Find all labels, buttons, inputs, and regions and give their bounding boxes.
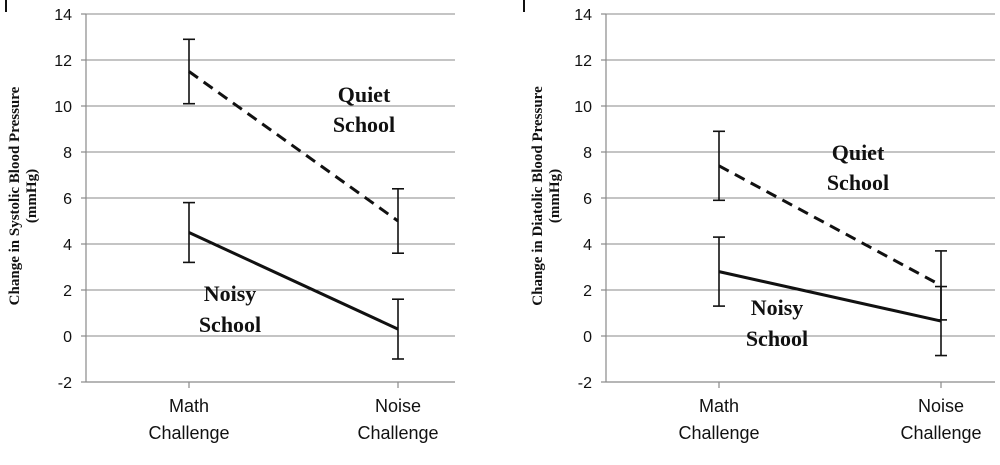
series-line [188,70,399,223]
y-tick-label: 10 [54,99,72,116]
y-tick-label: 4 [63,237,72,254]
error-bar [935,285,947,357]
error-bar [183,38,195,105]
y-tick-label: 8 [63,145,72,162]
x-tick-label: Math Challenge [148,396,229,443]
y-tick-label: 14 [54,7,72,24]
series-annotation: Quiet School [827,140,889,195]
series-annotation: Noisy School [746,295,808,351]
x-tick-label: Math Challenge [678,396,759,443]
x-tick-label: Noise Challenge [357,396,438,443]
series-noisy-school: Noisy School [713,236,947,357]
y-tick-label: 6 [583,191,592,208]
series-quiet-school: Quiet School [713,130,947,321]
y-tick-label: -2 [58,375,72,392]
y-axis-label: Change in Diatolic Blood Pressure(mmHg) [530,86,563,306]
y-tick-label: 0 [583,329,592,346]
y-axis-label: Change in Systolic Blood Pressure(mmHg) [7,86,40,305]
series-annotation: Quiet School [333,82,395,137]
y-tick-label: 0 [63,329,72,346]
error-bar [713,236,725,307]
series-line [718,164,942,287]
y-tick-label: 4 [583,237,592,254]
series-noisy-school: Noisy School [183,201,404,360]
y-tick-label: 2 [583,283,592,300]
y-tick-label: 10 [574,99,592,116]
y-tick-label: -2 [578,375,592,392]
series-line [188,231,399,331]
y-tick-label: 12 [54,53,72,70]
error-bar [392,188,404,254]
series-annotation: Noisy School [199,281,261,337]
y-tick-label: 2 [63,283,72,300]
y-tick-label: 6 [63,191,72,208]
chart-panel-2: -2 0 2 4 6 8 10 12 14 Math Challenge Noise Challenge… [523,0,995,443]
series-quiet-school: Quiet School [183,38,404,254]
error-bar [392,298,404,360]
x-tick-label: Noise Challenge [900,396,981,443]
error-bar [183,201,195,264]
y-tick-label: 14 [574,7,592,24]
y-tick-label: 8 [583,145,592,162]
y-tick-label: 12 [574,53,592,70]
series-line [718,270,942,323]
chart-panel-1: -2 0 2 4 6 8 10 12 14 Math Challenge Noise Challenge… [5,0,455,443]
error-bar [713,130,725,202]
